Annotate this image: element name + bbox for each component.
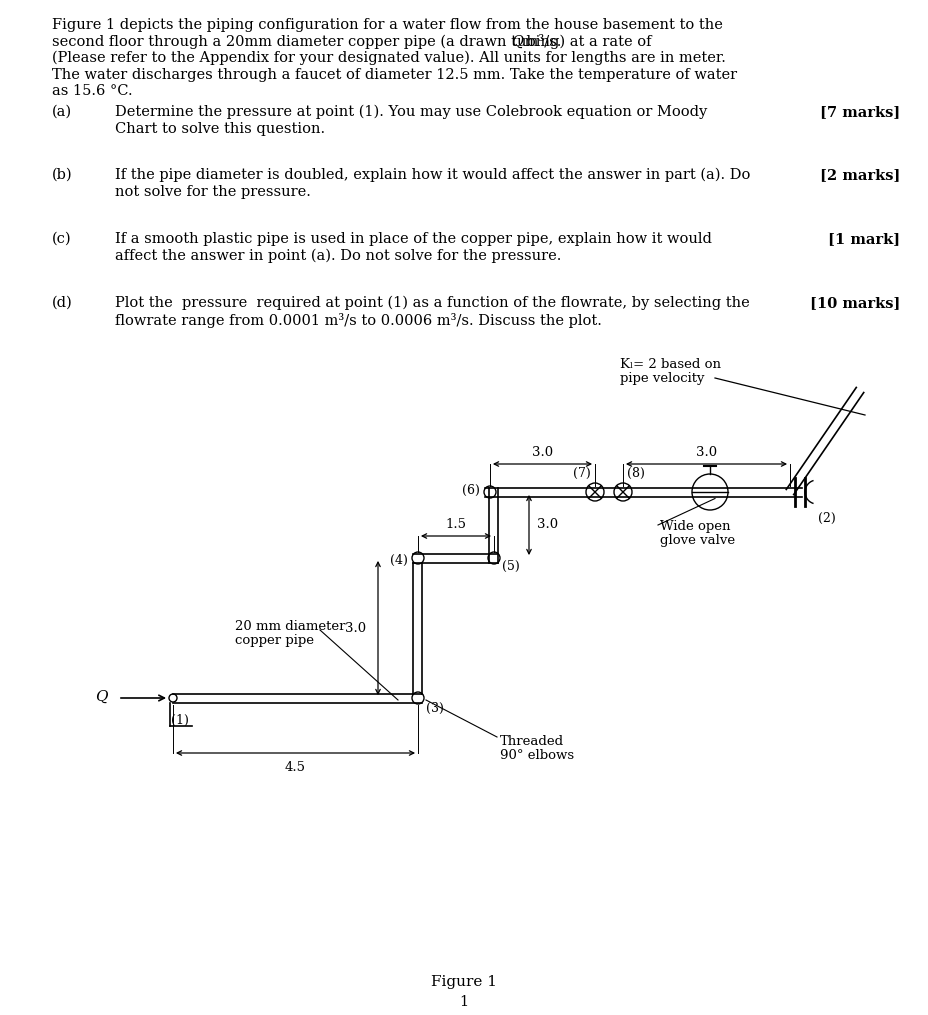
Text: [7 marks]: [7 marks] bbox=[818, 105, 899, 119]
Text: (b): (b) bbox=[52, 168, 72, 182]
Text: (8): (8) bbox=[626, 467, 644, 480]
Text: [10 marks]: [10 marks] bbox=[809, 296, 899, 310]
Text: m³/s.: m³/s. bbox=[520, 35, 561, 49]
Text: Plot the  pressure  required at point (1) as a function of the flowrate, by sele: Plot the pressure required at point (1) … bbox=[115, 296, 749, 311]
Text: [1 mark]: [1 mark] bbox=[827, 232, 899, 246]
Text: 3.0: 3.0 bbox=[532, 446, 552, 459]
Text: glove valve: glove valve bbox=[659, 534, 734, 547]
Circle shape bbox=[586, 483, 603, 501]
Text: (3): (3) bbox=[426, 702, 444, 715]
Text: (6): (6) bbox=[461, 483, 480, 496]
Text: The water discharges through a faucet of diameter 12.5 mm. Take the temperature : The water discharges through a faucet of… bbox=[52, 68, 736, 81]
Text: Q: Q bbox=[510, 35, 522, 49]
Text: 3.0: 3.0 bbox=[695, 446, 716, 459]
Text: (2): (2) bbox=[818, 512, 835, 525]
Text: Figure 1: Figure 1 bbox=[431, 975, 496, 989]
Text: If the pipe diameter is doubled, explain how it would affect the answer in part : If the pipe diameter is doubled, explain… bbox=[115, 168, 750, 183]
Text: (c): (c) bbox=[52, 232, 71, 246]
Text: [2 marks]: [2 marks] bbox=[818, 168, 899, 182]
Text: not solve for the pressure.: not solve for the pressure. bbox=[115, 185, 311, 199]
Text: copper pipe: copper pipe bbox=[235, 634, 314, 647]
Text: (5): (5) bbox=[501, 560, 519, 573]
Circle shape bbox=[169, 694, 177, 702]
Text: Kₗ= 2 based on: Kₗ= 2 based on bbox=[619, 358, 720, 371]
Text: as 15.6 °C.: as 15.6 °C. bbox=[52, 84, 133, 98]
Text: (4): (4) bbox=[390, 554, 407, 567]
Text: 3.0: 3.0 bbox=[536, 519, 558, 532]
Text: Determine the pressure at point (1). You may use Colebrook equation or Moody: Determine the pressure at point (1). You… bbox=[115, 105, 706, 120]
Text: (a): (a) bbox=[52, 105, 72, 119]
Text: Figure 1 depicts the piping configuration for a water flow from the house baseme: Figure 1 depicts the piping configuratio… bbox=[52, 18, 722, 32]
Text: affect the answer in point (a). Do not solve for the pressure.: affect the answer in point (a). Do not s… bbox=[115, 249, 561, 263]
Text: Chart to solve this question.: Chart to solve this question. bbox=[115, 122, 325, 135]
Text: (d): (d) bbox=[52, 296, 72, 310]
Text: 1: 1 bbox=[459, 995, 468, 1009]
Text: 90° elbows: 90° elbows bbox=[499, 749, 574, 762]
Text: Q: Q bbox=[95, 690, 108, 704]
Text: (Please refer to the Appendix for your designated value). All units for lengths : (Please refer to the Appendix for your d… bbox=[52, 51, 725, 65]
Text: 1.5: 1.5 bbox=[445, 518, 466, 531]
Text: 20 mm diameter: 20 mm diameter bbox=[235, 620, 345, 633]
Text: second floor through a 20mm diameter copper pipe (a drawn tubing) at a rate of: second floor through a 20mm diameter cop… bbox=[52, 35, 655, 49]
Text: (7): (7) bbox=[573, 467, 590, 480]
Text: If a smooth plastic pipe is used in place of the copper pipe, explain how it wou: If a smooth plastic pipe is used in plac… bbox=[115, 232, 711, 246]
Text: flowrate range from 0.0001 m³/s to 0.0006 m³/s. Discuss the plot.: flowrate range from 0.0001 m³/s to 0.000… bbox=[115, 313, 601, 328]
Text: Threaded: Threaded bbox=[499, 735, 563, 748]
Text: 3.0: 3.0 bbox=[344, 621, 366, 634]
Text: (1): (1) bbox=[171, 714, 188, 727]
Text: 4.5: 4.5 bbox=[285, 761, 305, 774]
Circle shape bbox=[691, 474, 728, 510]
Text: Wide open: Wide open bbox=[659, 520, 729, 533]
Circle shape bbox=[613, 483, 631, 501]
Text: pipe velocity: pipe velocity bbox=[619, 373, 703, 385]
